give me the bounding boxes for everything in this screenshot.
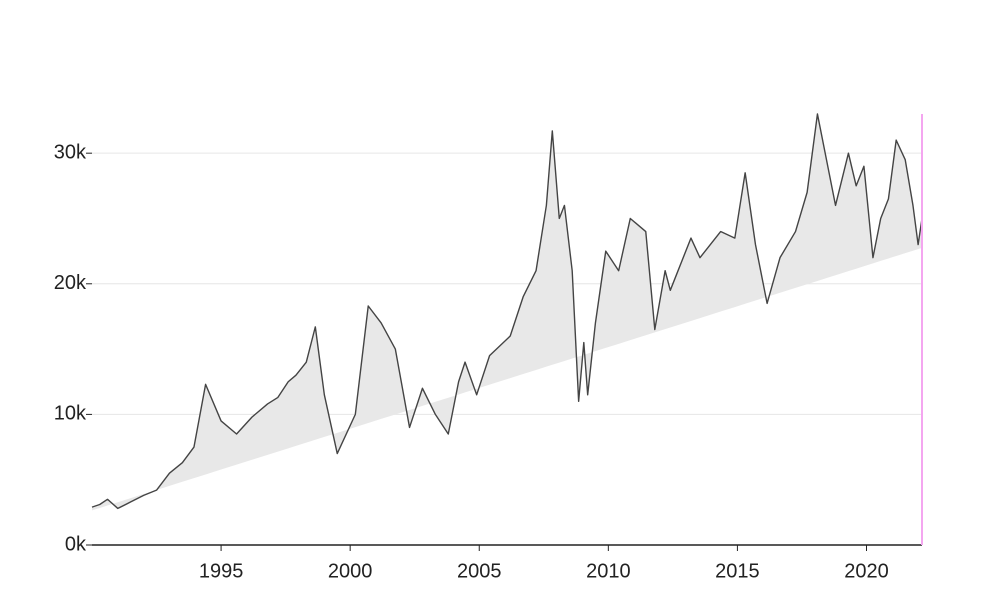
x-tick-label: 2005 [457,560,502,582]
x-tick-label: 1995 [199,560,244,582]
trend-fill [92,114,922,511]
x-tick-label: 2015 [715,560,760,582]
line [91,113,923,510]
y-tick-label: 10k [54,403,87,425]
x-tick-label: 2000 [328,560,373,582]
x-tick-label: 2010 [586,560,631,582]
y-tick-label: 20k [54,272,87,294]
y-tick-label: 30k [54,141,87,163]
x-tick-label: 2020 [844,560,889,582]
y-tick-label: 0k [65,533,87,555]
